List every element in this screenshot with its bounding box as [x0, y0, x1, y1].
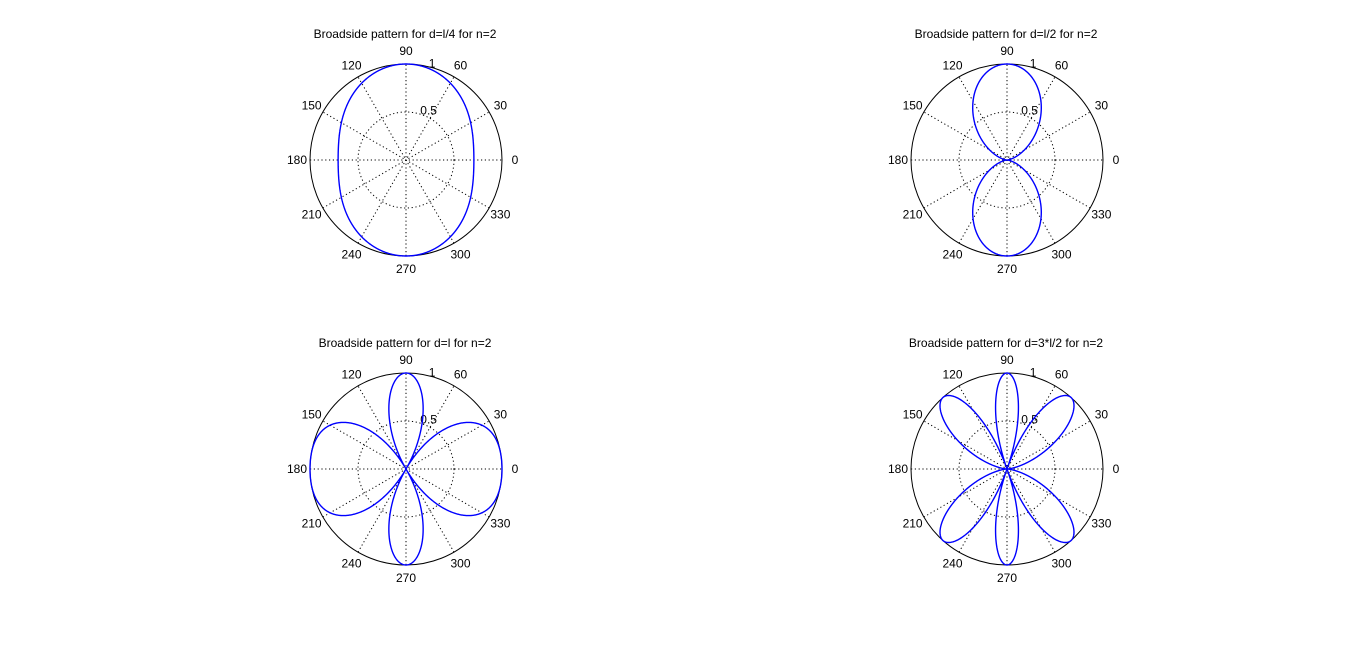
plot-title: Broadside pattern for d=l for n=2: [319, 336, 492, 350]
angle-tick-label: 330: [490, 208, 510, 222]
pattern-curve: [972, 63, 1042, 257]
angle-tick-label: 90: [399, 353, 413, 367]
pattern-curve: [309, 372, 503, 566]
angle-tick-label: 270: [396, 571, 416, 585]
polar-plot-2: Broadside pattern for d=l/2 for n=2 0 30 6…: [888, 27, 1120, 276]
angle-tick-label: 270: [997, 571, 1017, 585]
grid-ring: [958, 420, 1056, 518]
angle-tick-label: 0: [512, 462, 519, 476]
angle-tick-label: 150: [903, 99, 923, 113]
grid-ring: [357, 420, 455, 518]
angle-tick-label: 240: [341, 247, 361, 261]
plot-title: Broadside pattern for d=3*l/2 for n=2: [909, 336, 1103, 350]
angle-tick-label: 180: [888, 462, 908, 476]
radius-tick-label: 1: [429, 57, 436, 71]
angle-tick-label: 0: [1113, 462, 1120, 476]
polar-plot-4: Broadside pattern for d=3*l/2 for n=2 0 3…: [888, 336, 1120, 585]
angle-tick-label: 180: [287, 153, 307, 167]
angle-tick-label: 150: [302, 99, 322, 113]
radius-tick-label: 0.5: [420, 413, 437, 427]
radius-tick-label: 1: [1030, 366, 1037, 380]
angle-tick-label: 60: [454, 59, 468, 73]
grid-spoke: [322, 111, 490, 209]
plot-title: Broadside pattern for d=l/4 for n=2: [314, 27, 497, 41]
angle-tick-label: 30: [494, 408, 508, 422]
angle-tick-label: 150: [903, 408, 923, 422]
angle-tick-label: 180: [287, 462, 307, 476]
grid-ring: [357, 111, 455, 209]
pattern-curve: [337, 63, 475, 257]
angle-tick-label: 300: [450, 247, 470, 261]
angle-tick-label: 240: [942, 247, 962, 261]
angle-tick-label: 30: [1095, 99, 1109, 113]
grid-ring: [958, 111, 1056, 209]
angle-tick-label: 210: [302, 208, 322, 222]
radius-tick-label: 0.5: [1021, 413, 1038, 427]
angle-tick-label: 0: [1113, 153, 1120, 167]
radius-tick-label: 0.5: [420, 104, 437, 118]
angle-tick-label: 120: [942, 59, 962, 73]
angle-tick-label: 210: [302, 517, 322, 531]
angle-tick-label: 240: [341, 556, 361, 570]
plot-title: Broadside pattern for d=l/2 for n=2: [915, 27, 1098, 41]
angle-tick-label: 300: [1051, 247, 1071, 261]
radius-tick-label: 0.5: [1021, 104, 1038, 118]
angle-tick-label: 210: [903, 517, 923, 531]
angle-tick-label: 90: [1000, 353, 1014, 367]
angle-tick-label: 150: [302, 408, 322, 422]
angle-tick-label: 210: [903, 208, 923, 222]
radius-tick-label: 1: [1030, 57, 1037, 71]
angle-tick-label: 270: [396, 262, 416, 276]
angle-tick-label: 330: [1091, 517, 1111, 531]
angle-tick-label: 120: [341, 59, 361, 73]
radius-tick-label: 1: [429, 366, 436, 380]
angle-tick-label: 300: [450, 556, 470, 570]
angle-tick-label: 90: [1000, 44, 1014, 58]
angle-tick-label: 270: [997, 262, 1017, 276]
angle-tick-label: 30: [1095, 408, 1109, 422]
polar-plot-1: Broadside pattern for d=l/4 for n=2 0 30 6…: [287, 27, 519, 276]
angle-tick-label: 90: [399, 44, 413, 58]
angle-tick-label: 30: [494, 99, 508, 113]
polar-plot-3: Broadside pattern for d=l for n=2 0 30 60 9…: [287, 336, 519, 585]
pattern-curve: [939, 372, 1075, 566]
angle-tick-label: 330: [1091, 208, 1111, 222]
angle-tick-label: 120: [942, 368, 962, 382]
angle-tick-label: 120: [341, 368, 361, 382]
angle-tick-label: 60: [1055, 59, 1069, 73]
angle-tick-label: 300: [1051, 556, 1071, 570]
angle-tick-label: 60: [454, 368, 468, 382]
angle-tick-label: 330: [490, 517, 510, 531]
angle-tick-label: 180: [888, 153, 908, 167]
angle-tick-label: 240: [942, 556, 962, 570]
angle-tick-label: 0: [512, 153, 519, 167]
angle-tick-label: 60: [1055, 368, 1069, 382]
